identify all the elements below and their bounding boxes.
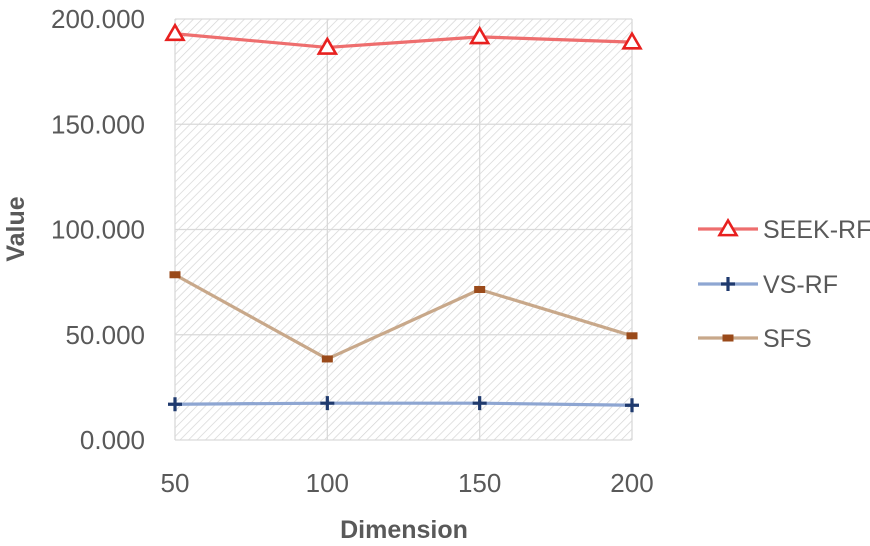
data-point-vs-rf bbox=[472, 396, 487, 411]
data-point-sfs bbox=[169, 271, 181, 279]
data-point-vs-rf bbox=[320, 396, 335, 411]
y-tick-label: 100.000 bbox=[51, 215, 145, 245]
series-lines bbox=[174, 32, 633, 407]
legend-marker bbox=[721, 277, 735, 291]
data-point-sfs bbox=[321, 355, 333, 363]
x-axis-title: Dimension bbox=[340, 516, 468, 544]
series-line-sfs bbox=[174, 273, 633, 361]
data-point-vs-rf bbox=[168, 397, 182, 412]
legend-marker bbox=[722, 334, 734, 342]
data-point-vs-rf bbox=[625, 398, 639, 413]
gridlines bbox=[174, 18, 633, 441]
x-tick-label: 50 bbox=[161, 468, 190, 498]
legend-marker bbox=[717, 217, 739, 237]
series-line-vs-rf bbox=[174, 401, 633, 407]
y-tick-label: 0.000 bbox=[80, 425, 145, 455]
series-markers bbox=[164, 22, 643, 413]
legend-label: SEEK-RF bbox=[763, 216, 870, 244]
data-point-seek-rf bbox=[621, 31, 643, 50]
data-point-sfs bbox=[626, 332, 638, 340]
legend-item-seek-rf: SEEK-RF bbox=[698, 216, 870, 244]
legend-item-sfs: SFS bbox=[698, 325, 812, 353]
legend-label: SFS bbox=[763, 325, 812, 353]
data-point-seek-rf bbox=[468, 25, 491, 45]
data-point-seek-rf bbox=[316, 36, 339, 55]
y-axis-title: Value bbox=[2, 196, 30, 261]
legend: SEEK-RF VS-RF SFS bbox=[698, 216, 870, 353]
x-axis-ticks: 50 100 150 200 bbox=[161, 468, 654, 498]
y-tick-label: 50.000 bbox=[65, 320, 145, 350]
legend-label: VS-RF bbox=[763, 271, 838, 299]
legend-item-vs-rf: VS-RF bbox=[698, 271, 838, 299]
series-line-seek-rf bbox=[174, 32, 633, 50]
x-tick-label: 150 bbox=[458, 468, 501, 498]
data-point-seek-rf bbox=[164, 22, 186, 42]
data-point-sfs bbox=[474, 285, 486, 293]
x-tick-label: 100 bbox=[306, 468, 349, 498]
y-tick-label: 150.000 bbox=[51, 109, 145, 139]
y-tick-label: 200.000 bbox=[51, 4, 145, 34]
x-tick-label: 200 bbox=[610, 468, 653, 498]
y-axis-ticks: 0.000 50.000 100.000 150.000 200.000 bbox=[51, 4, 145, 455]
